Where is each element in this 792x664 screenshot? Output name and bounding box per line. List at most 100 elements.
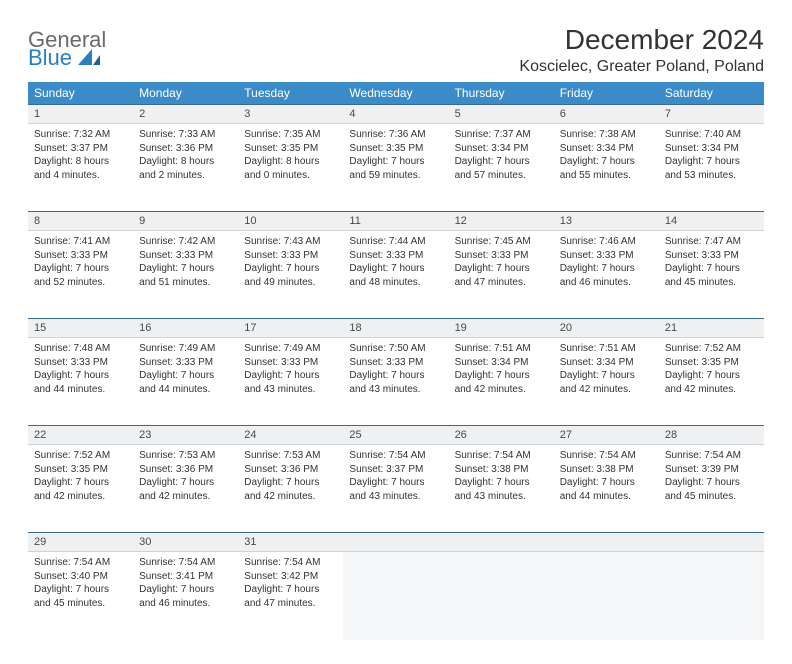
daylight-line: Daylight: 7 hours and 44 minutes. (34, 369, 127, 396)
day-cell: Sunrise: 7:54 AMSunset: 3:42 PMDaylight:… (238, 552, 343, 640)
day-number-cell: 19 (449, 319, 554, 338)
day-cell: Sunrise: 7:49 AMSunset: 3:33 PMDaylight:… (238, 338, 343, 426)
sunrise-line: Sunrise: 7:41 AM (34, 235, 127, 249)
sunset-line: Sunset: 3:33 PM (139, 356, 232, 370)
day-cell: Sunrise: 7:40 AMSunset: 3:34 PMDaylight:… (659, 124, 764, 212)
daylight-line: Daylight: 8 hours and 2 minutes. (139, 155, 232, 182)
day-number-cell: 24 (238, 426, 343, 445)
sunset-line: Sunset: 3:41 PM (139, 570, 232, 584)
day-cell: Sunrise: 7:33 AMSunset: 3:36 PMDaylight:… (133, 124, 238, 212)
day-cell: Sunrise: 7:38 AMSunset: 3:34 PMDaylight:… (554, 124, 659, 212)
day-info-row: Sunrise: 7:52 AMSunset: 3:35 PMDaylight:… (28, 445, 764, 533)
sunrise-line: Sunrise: 7:42 AM (139, 235, 232, 249)
logo-sail-icon (78, 48, 100, 68)
sunset-line: Sunset: 3:34 PM (560, 142, 653, 156)
calendar-page: General Blue December 2024 Koscielec, Gr… (0, 0, 792, 664)
weekday-header: Monday (133, 82, 238, 105)
month-title: December 2024 (519, 24, 764, 56)
daylight-line: Daylight: 8 hours and 4 minutes. (34, 155, 127, 182)
sunrise-line: Sunrise: 7:47 AM (665, 235, 758, 249)
day-cell-content: Sunrise: 7:41 AMSunset: 3:33 PMDaylight:… (28, 231, 133, 297)
day-cell: Sunrise: 7:47 AMSunset: 3:33 PMDaylight:… (659, 231, 764, 319)
day-cell-content: Sunrise: 7:47 AMSunset: 3:33 PMDaylight:… (659, 231, 764, 297)
day-number-cell: 1 (28, 105, 133, 124)
day-number-row: 293031 (28, 533, 764, 552)
day-cell: Sunrise: 7:35 AMSunset: 3:35 PMDaylight:… (238, 124, 343, 212)
day-number-cell: 29 (28, 533, 133, 552)
daylight-line: Daylight: 7 hours and 57 minutes. (455, 155, 548, 182)
day-cell: Sunrise: 7:53 AMSunset: 3:36 PMDaylight:… (238, 445, 343, 533)
sunset-line: Sunset: 3:38 PM (560, 463, 653, 477)
day-number-cell: 2 (133, 105, 238, 124)
weekday-header: Tuesday (238, 82, 343, 105)
sunrise-line: Sunrise: 7:40 AM (665, 128, 758, 142)
sunrise-line: Sunrise: 7:53 AM (244, 449, 337, 463)
sunset-line: Sunset: 3:33 PM (34, 356, 127, 370)
sunset-line: Sunset: 3:35 PM (349, 142, 442, 156)
daylight-line: Daylight: 7 hours and 42 minutes. (244, 476, 337, 503)
day-number-cell: 8 (28, 212, 133, 231)
day-cell (659, 552, 764, 640)
day-cell-content: Sunrise: 7:52 AMSunset: 3:35 PMDaylight:… (659, 338, 764, 404)
sunrise-line: Sunrise: 7:43 AM (244, 235, 337, 249)
day-number-row: 15161718192021 (28, 319, 764, 338)
day-cell-content: Sunrise: 7:46 AMSunset: 3:33 PMDaylight:… (554, 231, 659, 297)
daylight-line: Daylight: 7 hours and 42 minutes. (665, 369, 758, 396)
day-number-cell: 16 (133, 319, 238, 338)
day-cell-content: Sunrise: 7:50 AMSunset: 3:33 PMDaylight:… (343, 338, 448, 404)
day-cell: Sunrise: 7:37 AMSunset: 3:34 PMDaylight:… (449, 124, 554, 212)
day-cell-content: Sunrise: 7:38 AMSunset: 3:34 PMDaylight:… (554, 124, 659, 190)
day-cell-content: Sunrise: 7:53 AMSunset: 3:36 PMDaylight:… (238, 445, 343, 511)
daylight-line: Daylight: 7 hours and 43 minutes. (455, 476, 548, 503)
day-cell-content: Sunrise: 7:36 AMSunset: 3:35 PMDaylight:… (343, 124, 448, 190)
day-cell-content: Sunrise: 7:54 AMSunset: 3:39 PMDaylight:… (659, 445, 764, 511)
day-cell-content: Sunrise: 7:49 AMSunset: 3:33 PMDaylight:… (133, 338, 238, 404)
day-number-cell: 21 (659, 319, 764, 338)
day-number-cell: 14 (659, 212, 764, 231)
day-cell: Sunrise: 7:54 AMSunset: 3:40 PMDaylight:… (28, 552, 133, 640)
daylight-line: Daylight: 7 hours and 45 minutes. (665, 476, 758, 503)
day-number-cell: 23 (133, 426, 238, 445)
day-number-cell: 3 (238, 105, 343, 124)
day-cell: Sunrise: 7:48 AMSunset: 3:33 PMDaylight:… (28, 338, 133, 426)
sunset-line: Sunset: 3:35 PM (665, 356, 758, 370)
daylight-line: Daylight: 7 hours and 49 minutes. (244, 262, 337, 289)
sunrise-line: Sunrise: 7:38 AM (560, 128, 653, 142)
day-cell: Sunrise: 7:52 AMSunset: 3:35 PMDaylight:… (659, 338, 764, 426)
sunset-line: Sunset: 3:33 PM (244, 249, 337, 263)
sunrise-line: Sunrise: 7:52 AM (665, 342, 758, 356)
day-number-cell: 11 (343, 212, 448, 231)
day-number-cell: 13 (554, 212, 659, 231)
day-cell-content: Sunrise: 7:51 AMSunset: 3:34 PMDaylight:… (554, 338, 659, 404)
day-number-cell: 6 (554, 105, 659, 124)
daylight-line: Daylight: 7 hours and 59 minutes. (349, 155, 442, 182)
calendar-table: Sunday Monday Tuesday Wednesday Thursday… (28, 82, 764, 640)
sunrise-line: Sunrise: 7:54 AM (139, 556, 232, 570)
header: General Blue December 2024 Koscielec, Gr… (28, 24, 764, 76)
sunset-line: Sunset: 3:38 PM (455, 463, 548, 477)
sunrise-line: Sunrise: 7:49 AM (244, 342, 337, 356)
sunrise-line: Sunrise: 7:51 AM (560, 342, 653, 356)
daylight-line: Daylight: 7 hours and 46 minutes. (139, 583, 232, 610)
sunrise-line: Sunrise: 7:53 AM (139, 449, 232, 463)
sunrise-line: Sunrise: 7:32 AM (34, 128, 127, 142)
sunset-line: Sunset: 3:33 PM (244, 356, 337, 370)
daylight-line: Daylight: 7 hours and 45 minutes. (34, 583, 127, 610)
day-cell: Sunrise: 7:54 AMSunset: 3:38 PMDaylight:… (554, 445, 659, 533)
sunset-line: Sunset: 3:35 PM (34, 463, 127, 477)
sunrise-line: Sunrise: 7:48 AM (34, 342, 127, 356)
day-number-cell: 31 (238, 533, 343, 552)
day-cell: Sunrise: 7:41 AMSunset: 3:33 PMDaylight:… (28, 231, 133, 319)
weekday-header: Saturday (659, 82, 764, 105)
day-cell-content: Sunrise: 7:32 AMSunset: 3:37 PMDaylight:… (28, 124, 133, 190)
sunrise-line: Sunrise: 7:54 AM (665, 449, 758, 463)
day-cell-content: Sunrise: 7:48 AMSunset: 3:33 PMDaylight:… (28, 338, 133, 404)
daylight-line: Daylight: 7 hours and 43 minutes. (244, 369, 337, 396)
sunset-line: Sunset: 3:33 PM (455, 249, 548, 263)
day-number-cell: 15 (28, 319, 133, 338)
sunset-line: Sunset: 3:42 PM (244, 570, 337, 584)
day-number-cell: 17 (238, 319, 343, 338)
sunrise-line: Sunrise: 7:50 AM (349, 342, 442, 356)
sunrise-line: Sunrise: 7:54 AM (244, 556, 337, 570)
daylight-line: Daylight: 7 hours and 51 minutes. (139, 262, 232, 289)
